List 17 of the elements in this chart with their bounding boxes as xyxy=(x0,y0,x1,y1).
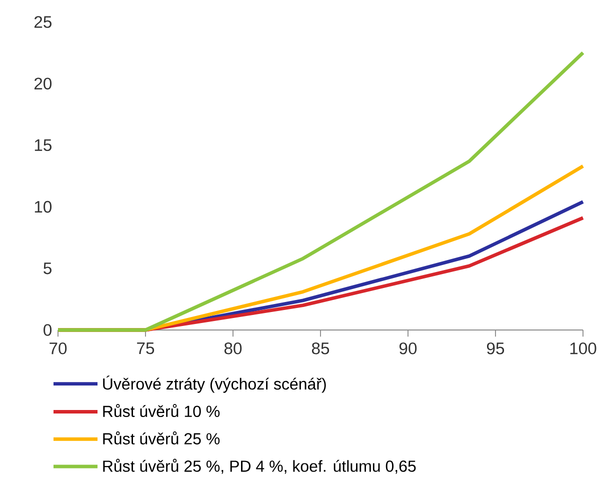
y-tick-label: 15 xyxy=(34,139,52,152)
legend-label: Úvěrové ztráty (výchozí scénář) xyxy=(103,376,326,393)
legend-label: Růst úvěrů 25 %, PD 4 %, koef. útlumu 0,65 xyxy=(103,458,416,474)
x-tick-label: 75 xyxy=(137,342,154,354)
y-tick-label: 5 xyxy=(44,262,52,274)
x-tick-label: 100 xyxy=(570,342,596,354)
legend-label: Růst úvěrů 25 % xyxy=(103,431,220,444)
x-tick-label: 85 xyxy=(312,342,330,354)
legend-label: Růst úvěrů 10 % xyxy=(103,404,220,418)
x-tick-label: 80 xyxy=(224,342,242,354)
x-tick-label: 70 xyxy=(50,342,67,354)
x-tick-label: 95 xyxy=(487,342,504,354)
y-tick-label: 25 xyxy=(34,16,52,28)
y-tick-label: 20 xyxy=(34,78,52,90)
x-tick-label: 90 xyxy=(400,342,417,354)
y-tick-label: 0 xyxy=(44,324,52,336)
y-tick-label: 10 xyxy=(34,200,52,213)
